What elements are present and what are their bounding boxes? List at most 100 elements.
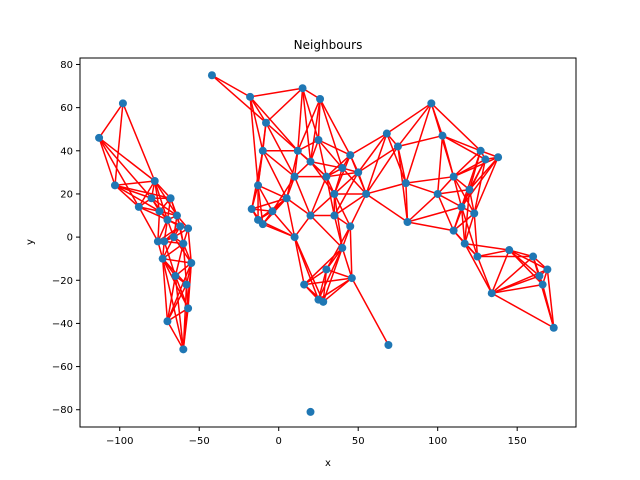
neighbour-edge [325, 154, 351, 178]
neighbour-edge [397, 102, 432, 147]
data-point [384, 341, 393, 349]
data-point [254, 181, 263, 190]
neighbour-edge [325, 247, 343, 270]
data-point [163, 215, 172, 224]
neighbour-edge [318, 139, 351, 156]
neighbour-edge [166, 320, 184, 350]
y-tick-label: −40 [52, 319, 73, 330]
neighbour-edge [365, 146, 399, 195]
neighbour-edge [114, 184, 160, 212]
neighbour-edge [325, 176, 336, 216]
neighbour-edge [349, 193, 367, 227]
neighbour-edge [333, 193, 344, 249]
y-tick-label: −60 [52, 362, 73, 373]
neighbour-edge [317, 247, 343, 300]
neighbour-edge [309, 176, 328, 216]
data-point [481, 155, 490, 164]
neighbour-edge [262, 150, 296, 178]
y-axis-ticks: −80 −60 −40 −20 0 20 40 60 80 [52, 60, 80, 416]
neighbour-edge [491, 283, 543, 294]
neighbour-edge [98, 137, 156, 182]
neighbour-edge [452, 176, 463, 208]
neighbour-edge [473, 156, 499, 214]
neighbour-edge [508, 249, 548, 271]
data-point [182, 280, 191, 289]
data-point [338, 243, 347, 252]
neighbour-edge [98, 137, 116, 186]
x-axis-label: x [325, 458, 331, 469]
neighbour-edge [153, 180, 161, 212]
x-tick-label: 100 [428, 436, 447, 447]
data-point [382, 129, 391, 138]
data-point [207, 71, 216, 80]
neighbour-edge [341, 247, 353, 279]
data-point [258, 220, 267, 229]
neighbour-edge [162, 236, 175, 260]
neighbour-edge [114, 184, 171, 199]
y-tick-label: 40 [60, 146, 73, 157]
neighbour-edge [98, 137, 153, 199]
neighbour-edge [436, 135, 444, 195]
neighbour-edge [468, 189, 475, 214]
neighbour-edge [442, 134, 481, 152]
neighbour-edge [271, 210, 296, 238]
neighbour-edge [162, 242, 184, 260]
neighbour-edge [317, 98, 321, 141]
y-tick-label: −80 [52, 405, 73, 416]
x-tick-label: 50 [352, 436, 365, 447]
neighbour-edge [473, 159, 487, 214]
data-point [403, 218, 412, 226]
neighbour-edge [463, 189, 471, 244]
data-point [543, 265, 552, 274]
data-point [393, 142, 402, 151]
data-point [338, 164, 347, 173]
data-point [134, 202, 143, 211]
neighbour-edge [405, 175, 454, 184]
neighbour-edge [301, 88, 312, 162]
neighbour-edge [464, 213, 475, 244]
x-tick-label: −50 [189, 436, 210, 447]
neighbour-edge [309, 215, 343, 249]
neighbour-edge [476, 256, 493, 294]
neighbour-edge [319, 98, 344, 169]
neighbour-edge [452, 176, 475, 214]
neighbour-edge [161, 258, 185, 350]
neighbour-edge [317, 139, 343, 169]
neighbour-edge [317, 139, 328, 177]
neighbour-edge [349, 226, 353, 279]
neighbour-edge [138, 206, 159, 242]
neighbour-edge [187, 228, 193, 264]
data-point [549, 323, 558, 332]
neighbour-edge [437, 193, 455, 231]
neighbour-edge [407, 206, 462, 223]
neighbour-edge [161, 258, 169, 322]
data-point [494, 153, 503, 162]
data-point [401, 179, 410, 188]
data-point [184, 304, 193, 313]
data-point [158, 254, 167, 263]
data-point [449, 226, 458, 235]
neighbour-edge [251, 197, 287, 210]
neighbour-edge [249, 96, 299, 152]
y-axis-label: y [25, 239, 36, 245]
neighbour-edge [151, 197, 178, 217]
chart-title: Neighbours [294, 38, 363, 52]
neighbour-edge [405, 182, 438, 195]
data-point [346, 222, 355, 231]
neighbour-edge [509, 249, 534, 258]
y-tick-label: 0 [67, 233, 73, 244]
neighbour-edge [546, 269, 555, 328]
neighbour-edge [293, 236, 305, 285]
data-point [147, 194, 156, 203]
data-point [330, 211, 339, 220]
data-point [306, 157, 315, 166]
x-tick-label: −100 [106, 436, 133, 447]
neighbour-edge [122, 103, 156, 182]
neighbour-edge [460, 150, 482, 208]
neighbour-edge [138, 180, 156, 208]
neighbour-edge [250, 150, 264, 210]
neighbour-edge [257, 184, 274, 212]
points-layer [95, 71, 558, 416]
data-point [282, 194, 291, 203]
data-point [179, 239, 188, 248]
